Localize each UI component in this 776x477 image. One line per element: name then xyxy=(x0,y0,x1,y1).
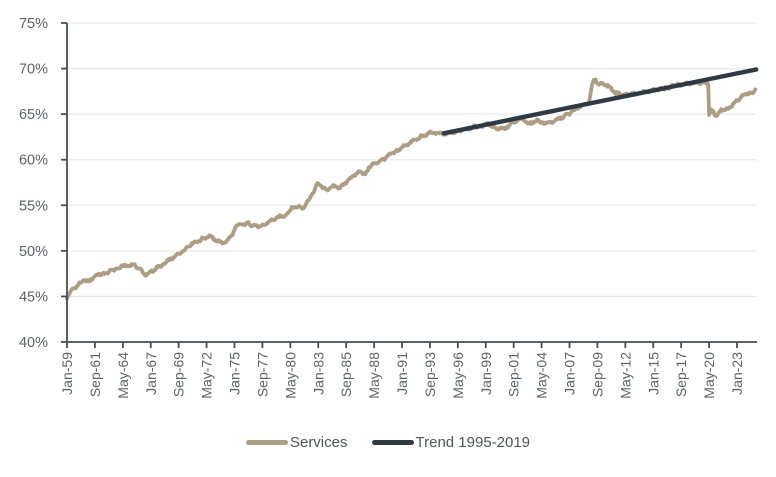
y-tick-label: 55% xyxy=(19,198,48,214)
y-tick-label: 60% xyxy=(19,153,48,169)
x-tick-label: May-72 xyxy=(199,352,215,399)
y-tick-label: 50% xyxy=(19,244,48,260)
x-tick-label: Jan-67 xyxy=(143,352,159,395)
x-tick-label: May-20 xyxy=(701,352,717,399)
x-tick-label: May-96 xyxy=(450,352,466,399)
x-tick-label: Jan-75 xyxy=(227,352,243,395)
x-tick-label: Jan-91 xyxy=(394,352,410,395)
x-tick-label: Jan-15 xyxy=(645,352,661,395)
legend-item-services: Services xyxy=(245,434,348,451)
x-tick-label: May-80 xyxy=(282,352,298,399)
x-tick-label: Jan-07 xyxy=(562,352,578,395)
y-tick-label: 45% xyxy=(19,289,48,305)
x-tick-label: Sep-09 xyxy=(589,352,605,397)
x-tick-label: Sep-93 xyxy=(422,352,438,397)
trend-line-swatch xyxy=(371,440,414,445)
x-tick-label: Jan-99 xyxy=(478,352,494,395)
y-tick-label: 40% xyxy=(19,335,48,351)
x-tick-label: May-88 xyxy=(366,352,382,399)
services-line xyxy=(65,77,758,301)
x-tick-label: Jan-83 xyxy=(310,352,326,395)
x-tick-label: Sep-17 xyxy=(673,352,689,397)
x-tick-label: Sep-01 xyxy=(506,352,522,397)
x-tick-label: Sep-61 xyxy=(87,352,103,397)
x-tick-label: May-04 xyxy=(534,352,550,399)
x-tick-label: Sep-77 xyxy=(254,352,270,397)
x-tick-label: Sep-69 xyxy=(171,352,187,397)
y-tick-label: 75% xyxy=(19,16,48,32)
trend-line xyxy=(441,67,759,136)
y-tick-label: 65% xyxy=(19,107,48,123)
services-line-swatch xyxy=(245,440,288,445)
y-tick-label: 70% xyxy=(19,62,48,78)
legend-item-trend: Trend 1995-2019 xyxy=(371,434,531,451)
x-tick-label: Sep-85 xyxy=(338,352,354,397)
legend-label-trend: Trend 1995-2019 xyxy=(415,434,531,451)
legend-label-services: Services xyxy=(289,434,348,451)
x-tick-label: May-64 xyxy=(115,352,131,399)
x-tick-label: May-12 xyxy=(617,352,633,399)
x-tick-label: Jan-59 xyxy=(59,352,75,395)
legend: Services Trend 1995-2019 xyxy=(0,435,776,450)
x-tick-label: Jan-23 xyxy=(729,352,745,395)
